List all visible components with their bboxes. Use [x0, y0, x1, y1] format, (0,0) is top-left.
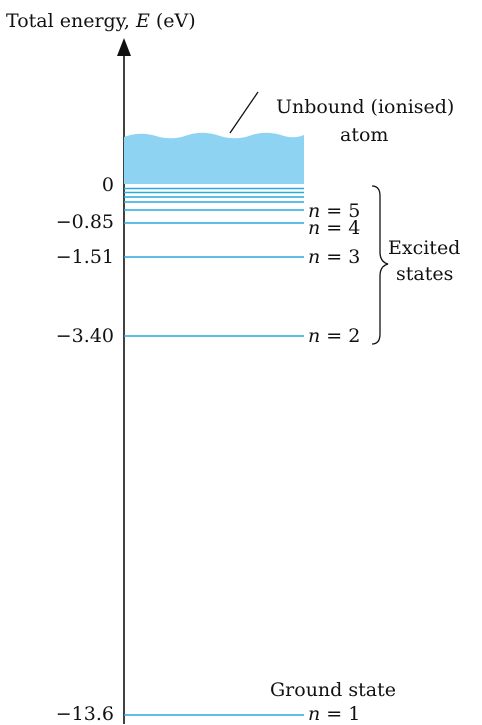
- quantum-value: = 2: [320, 325, 361, 347]
- quantum-symbol: n: [308, 217, 321, 239]
- quantum-label-n5: n = 5: [308, 200, 360, 222]
- energy-label-n4: −0.85: [55, 211, 114, 233]
- axis-title-unit: (eV): [149, 10, 196, 32]
- quantum-symbol: n: [308, 703, 321, 725]
- zero-energy-label: 0: [101, 174, 114, 196]
- quantum-value: = 1: [320, 703, 361, 725]
- continuum-band: [124, 132, 304, 184]
- quantum-symbol: n: [308, 325, 321, 347]
- quantum-value: = 5: [320, 200, 361, 222]
- axis-title: Total energy, E (eV): [6, 10, 196, 32]
- energy-label-n1: −13.6: [55, 703, 114, 725]
- energy-label-n3: −1.51: [55, 246, 114, 268]
- continuum-label-line1: Unbound (ionised): [276, 96, 455, 118]
- excited-states-label-line2: states: [396, 263, 454, 285]
- quantum-value: = 4: [320, 217, 361, 239]
- quantum-label-n3: n = 3: [308, 246, 360, 268]
- quantum-label-n1: n = 1: [308, 703, 360, 725]
- excited-states-label-line1: Excited: [388, 237, 461, 259]
- continuum-label-line2: atom: [340, 124, 389, 146]
- high-levels-cluster: [124, 187, 304, 203]
- axis-title-symbol: E: [135, 10, 150, 32]
- quantum-label-n2: n = 2: [308, 325, 360, 347]
- energy-label-n2: −3.40: [55, 325, 114, 347]
- ground-state-label: Ground state: [270, 679, 396, 701]
- quantum-symbol: n: [308, 246, 321, 268]
- quantum-value: = 3: [320, 246, 361, 268]
- quantum-symbol: n: [308, 200, 321, 222]
- excited-states-brace: [371, 185, 389, 345]
- continuum-leader-line: [229, 91, 259, 134]
- axis-arrowhead: [117, 38, 131, 56]
- axis-title-prefix: Total energy,: [6, 10, 136, 32]
- quantum-label-n4: n = 4: [308, 217, 360, 239]
